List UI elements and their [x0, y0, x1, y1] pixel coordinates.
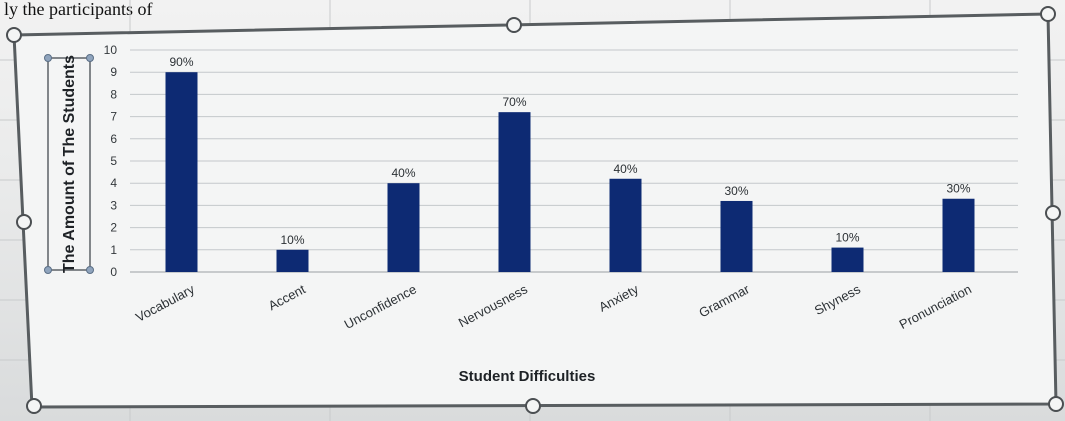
y-tick-label: 10	[104, 43, 118, 57]
bars	[165, 72, 975, 272]
bar-nervousness	[498, 112, 531, 272]
resize-handle-top-right[interactable]	[1040, 6, 1056, 22]
y-tick-label: 9	[110, 65, 117, 79]
selection-handles[interactable]	[6, 6, 1064, 414]
resize-handle-left-middle[interactable]	[16, 214, 32, 230]
intro-text: ly the participants of	[4, 0, 153, 19]
data-labels: 90% 10% 40% 70% 40% 30% 10% 30%	[169, 55, 970, 247]
y-tick-label: 8	[110, 87, 117, 101]
y-tick-label: 5	[110, 154, 117, 168]
resize-handle-right-middle[interactable]	[1045, 205, 1061, 221]
resize-handle-bottom-left[interactable]	[26, 398, 42, 414]
bar-vocabulary	[165, 72, 198, 272]
data-label: 40%	[391, 166, 415, 180]
bar-shyness	[831, 247, 864, 272]
y-tick-label: 0	[110, 265, 117, 279]
x-axis-title: Student Difficulties	[459, 368, 596, 385]
y-tick-label: 7	[110, 110, 117, 124]
data-label: 90%	[169, 55, 193, 69]
data-label: 70%	[502, 95, 526, 109]
resize-handle-top-left[interactable]	[6, 27, 22, 43]
y-tick-label: 1	[110, 243, 117, 257]
bar-pronunciation	[942, 198, 975, 272]
y-tick-labels: 0 1 2 3 4 5 6 7 8 9 10	[104, 43, 118, 279]
resize-handle-bottom-right[interactable]	[1048, 396, 1064, 412]
y-axis-title: The Amount of The Students	[61, 55, 78, 273]
data-label: 10%	[280, 233, 304, 247]
data-label: 30%	[724, 184, 748, 198]
y-tick-label: 2	[110, 221, 117, 235]
gridlines	[130, 49, 1018, 273]
bar-grammar	[720, 200, 753, 272]
y-tick-label: 6	[110, 132, 117, 146]
y-tick-label: 4	[110, 176, 117, 190]
y-axis-title-handles[interactable]	[44, 54, 94, 274]
bar-anxiety	[609, 178, 642, 272]
resize-handle-bottom-middle[interactable]	[525, 398, 541, 414]
bar-unconfidence	[387, 183, 420, 272]
bar-accent	[276, 249, 309, 272]
resize-handle-top-middle[interactable]	[506, 17, 522, 33]
data-label: 40%	[613, 162, 637, 176]
y-axis-title-box[interactable]	[47, 57, 91, 271]
data-label: 10%	[835, 231, 859, 245]
data-label: 30%	[946, 182, 970, 196]
y-tick-label: 3	[110, 198, 117, 212]
